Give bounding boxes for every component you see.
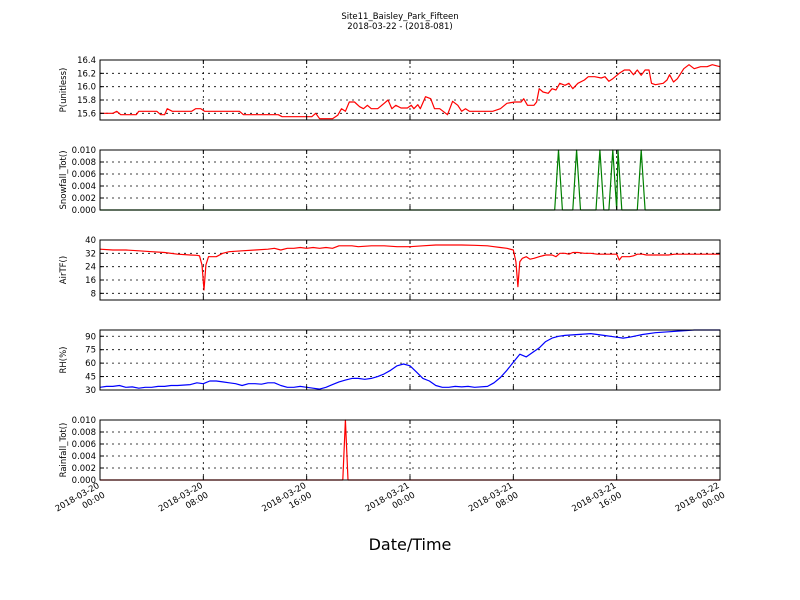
y-tick-label: 0.002 [72,464,96,474]
y-tick-label: 0.004 [72,182,96,192]
y-tick-label: 15.6 [77,109,96,119]
figure-title-line2: 2018-03-22 - (2018-081) [347,22,452,32]
panel-snowfall-tot: 0.000 0.002 0.004 0.006 0.008 0.010Snowfall_T… [59,146,721,216]
x-tick-label: 2018-03-2100:00 [364,481,417,524]
y-tick-label: 0.006 [72,440,96,450]
panel-rainfall-tot: 0.000 0.002 0.004 0.006 0.008 0.010Rainfall_T… [59,416,721,486]
y-tick-label: 45 [85,373,96,383]
y-tick-label: 0.008 [72,428,96,438]
y-tick-label: 0.008 [72,158,96,168]
x-tick-label: 2018-03-2008:00 [157,481,210,524]
y-tick-label: 8 [91,289,96,299]
x-tick-label: 2018-03-2108:00 [467,481,520,524]
y-tick-label: 30 [85,386,96,396]
y-axis-label-rh: RH(%) [59,346,69,373]
y-axis-label-p-unitless: P(unitless) [59,68,69,113]
x-axis-label: Date/Time [369,535,452,554]
panel-p-unitless: 15.6 15.8 16.0 16.2 16.4 P(unitless) [59,56,721,121]
x-tick-label: 2018-03-2016:00 [260,481,313,524]
y-tick-label: 90 [85,332,96,342]
y-axis-label-rainfall-tot: Rainfall_Tot() [59,423,69,478]
y-tick-label: 16.2 [77,69,96,79]
y-axis-label-snowfall-tot: Snowfall_Tot() [59,150,69,209]
panel-air-temp: 8 16 24 32 40 AirTF() [59,236,721,301]
y-tick-label: 60 [85,359,96,369]
series-line-air-temp [99,244,720,291]
y-tick-label: 75 [85,346,96,356]
x-tick-label: 2018-03-2116:00 [570,481,623,524]
y-tick-label: 24 [85,263,96,273]
x-tick-label: 2018-03-2000:00 [54,481,107,524]
y-tick-label: 0.010 [72,416,96,426]
y-tick-label: 0.000 [72,206,96,216]
subplots-group: 15.615.816.016.216.4P(unitless)0.0000.00… [59,56,721,486]
y-tick-label: 0.006 [72,170,96,180]
y-tick-label: 0.002 [72,194,96,204]
panel-rh: 30 45 60 75 90 RH(%) [59,329,721,396]
y-tick-label: 0.004 [72,452,96,462]
y-tick-label: 16 [85,276,96,286]
series-line-rh [99,329,720,390]
y-tick-label: 40 [85,236,96,246]
y-tick-label: 16.0 [77,83,96,93]
y-axis-label-air-temp: AirTF() [59,256,69,284]
x-tick-label: 2018-03-2200:00 [674,481,727,524]
y-tick-label: 0.000 [72,476,96,486]
figure-title-line1: Site11_Baisley_Park_Fifteen [341,12,458,22]
y-tick-label: 15.8 [77,96,96,106]
series-line-p-unitless [100,64,721,120]
y-tick-label: 16.4 [77,56,96,66]
y-tick-label: 32 [85,249,96,259]
x-tick-labels: 2018-03-2000:00 2018-03-2008:00 2018-03-20… [54,481,727,524]
y-tick-label: 0.010 [72,146,96,156]
